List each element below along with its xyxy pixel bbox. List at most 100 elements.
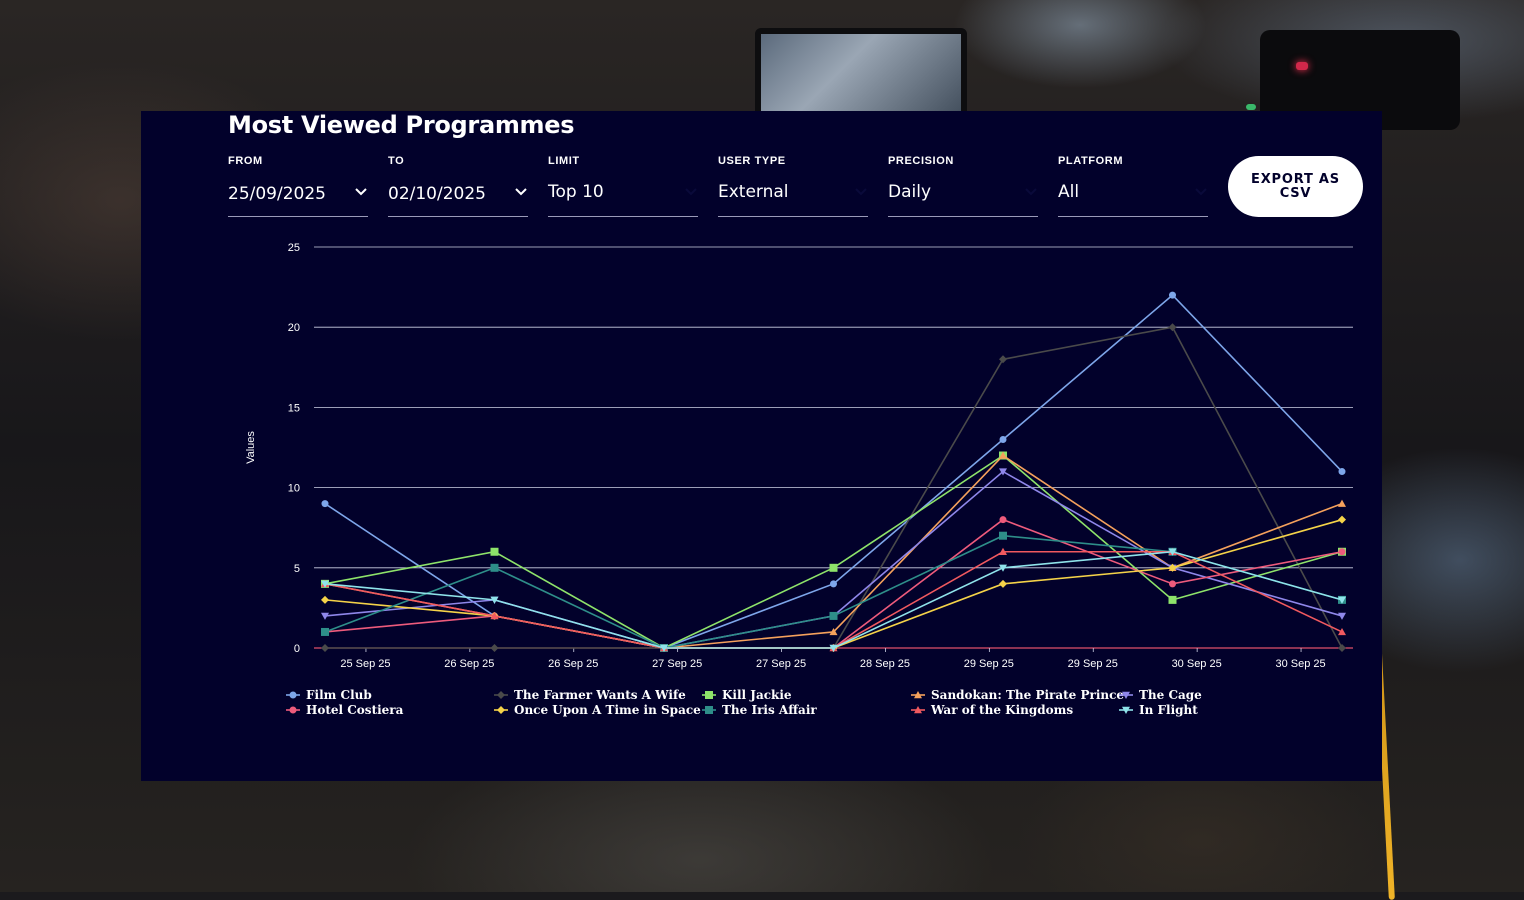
data-point[interactable] (490, 563, 499, 572)
x-tick-label: 26 Sep 25 (548, 658, 598, 670)
x-tick-label: 26 Sep 25 (444, 658, 494, 670)
data-point[interactable] (490, 596, 499, 604)
data-point[interactable] (1168, 595, 1177, 604)
legend-marker[interactable] (705, 706, 713, 714)
series-sandokan-the-pirate-prince (321, 451, 1346, 652)
x-tick-label: 27 Sep 25 (756, 658, 806, 670)
legend-item[interactable]: Film Club (286, 688, 372, 702)
legend-marker[interactable] (914, 706, 922, 714)
data-point[interactable] (1338, 627, 1346, 636)
legend-marker[interactable] (705, 691, 713, 699)
legend-item[interactable]: The Farmer Wants A Wife (494, 688, 686, 702)
x-tick-label: 30 Sep 25 (1172, 658, 1222, 670)
data-point[interactable] (321, 627, 329, 636)
legend-item[interactable]: Sandokan: The Pirate Prince (911, 688, 1124, 702)
legend-marker[interactable] (289, 691, 297, 699)
export-csv-button[interactable]: EXPORT AS CSV (1228, 156, 1363, 217)
chevron-down-icon[interactable] (684, 185, 698, 199)
data-point[interactable] (999, 531, 1007, 540)
data-point[interactable] (999, 516, 1007, 524)
legend-marker[interactable] (1122, 706, 1130, 714)
chevron-down-icon[interactable] (1194, 185, 1208, 199)
data-point[interactable] (321, 580, 329, 588)
x-tick-label: 30 Sep 25 (1275, 658, 1325, 670)
data-point[interactable] (321, 644, 329, 652)
legend-item[interactable]: In Flight (1119, 703, 1198, 717)
legend-label: The Iris Affair (722, 703, 817, 717)
chevron-down-icon[interactable] (1024, 185, 1038, 199)
user-type-select[interactable]: USER TYPE External (718, 155, 868, 217)
chevron-down-icon[interactable] (514, 185, 528, 199)
legend-marker[interactable] (289, 706, 297, 714)
data-point[interactable] (660, 644, 668, 652)
y-tick-label: 0 (294, 643, 300, 655)
data-point[interactable] (321, 612, 329, 620)
legend-item[interactable]: The Iris Affair (702, 703, 817, 717)
data-point[interactable] (1168, 323, 1177, 332)
report-panel: Most Viewed Programmes FROM 25/09/2025 T… (141, 111, 1382, 781)
legend-label: The Cage (1139, 688, 1202, 702)
data-point[interactable] (999, 355, 1007, 364)
legend-item[interactable]: The Cage (1119, 688, 1202, 702)
data-point[interactable] (1338, 468, 1346, 476)
legend-label: War of the Kingdoms (930, 703, 1073, 717)
user-type-value: External (718, 182, 789, 202)
legend-item[interactable]: Hotel Costiera (286, 703, 404, 717)
data-point[interactable] (999, 564, 1007, 572)
page-title: Most Viewed Programmes (228, 111, 575, 139)
data-point[interactable] (1338, 499, 1346, 507)
data-point[interactable] (999, 547, 1007, 555)
data-point[interactable] (1338, 644, 1346, 652)
y-tick-label: 5 (294, 563, 300, 575)
status-light (1246, 104, 1256, 110)
legend-marker[interactable] (497, 706, 505, 714)
data-point[interactable] (999, 579, 1007, 588)
data-point[interactable] (829, 563, 838, 572)
line-chart: 0 5 10 15 20 25 25 Sep 25 26 Sep 25 26 Sep 25 27… (245, 242, 1353, 717)
platform-select[interactable]: PLATFORM All (1058, 155, 1208, 217)
data-point[interactable] (321, 500, 329, 508)
y-tick-label: 25 (288, 242, 300, 254)
chevron-down-icon[interactable] (854, 185, 868, 199)
legend-marker[interactable] (497, 691, 505, 699)
to-date-picker[interactable]: TO 02/10/2025 (388, 155, 528, 217)
chart-legend: Film Club The Farmer Wants A Wife Kill Jac… (286, 688, 1202, 717)
chevron-down-icon[interactable] (354, 185, 368, 199)
series-war-of-the-kingdoms (321, 547, 1346, 652)
legend-label: Hotel Costiera (306, 703, 404, 717)
legend-item[interactable]: Once Upon A Time in Space (494, 703, 701, 717)
legend-marker[interactable] (1122, 691, 1130, 699)
legend-label: Film Club (306, 688, 372, 702)
data-point[interactable] (1169, 580, 1176, 588)
precision-select[interactable]: PRECISION Daily (888, 155, 1038, 217)
data-point[interactable] (829, 627, 838, 636)
data-point[interactable] (1168, 563, 1177, 572)
from-date-picker[interactable]: FROM 25/09/2025 (228, 155, 368, 217)
data-point[interactable] (1169, 291, 1176, 299)
x-tick-label: 27 Sep 25 (652, 658, 702, 670)
data-point[interactable] (999, 435, 1007, 443)
data-point[interactable] (490, 644, 499, 652)
x-tick-label: 29 Sep 25 (964, 658, 1014, 670)
data-point[interactable] (1168, 548, 1177, 556)
data-point[interactable] (829, 644, 838, 652)
data-point[interactable] (1338, 548, 1346, 556)
data-point[interactable] (1338, 596, 1346, 604)
data-point[interactable] (490, 611, 499, 620)
data-point[interactable] (830, 580, 837, 588)
data-point[interactable] (999, 451, 1007, 459)
legend-label: Once Upon A Time in Space (514, 703, 701, 717)
data-point[interactable] (1338, 515, 1346, 524)
legend-marker[interactable] (914, 691, 922, 699)
data-point[interactable] (321, 595, 329, 604)
legend-item[interactable]: Kill Jackie (702, 688, 792, 702)
data-point[interactable] (829, 611, 838, 620)
data-point[interactable] (1338, 612, 1346, 620)
limit-select[interactable]: LIMIT Top 10 (548, 155, 698, 217)
data-point[interactable] (490, 547, 499, 556)
data-point[interactable] (999, 468, 1007, 476)
x-tick-label: 29 Sep 25 (1068, 658, 1118, 670)
to-value: 02/10/2025 (388, 184, 486, 204)
legend-item[interactable]: War of the Kingdoms (911, 703, 1073, 717)
recording-light (1296, 62, 1308, 70)
